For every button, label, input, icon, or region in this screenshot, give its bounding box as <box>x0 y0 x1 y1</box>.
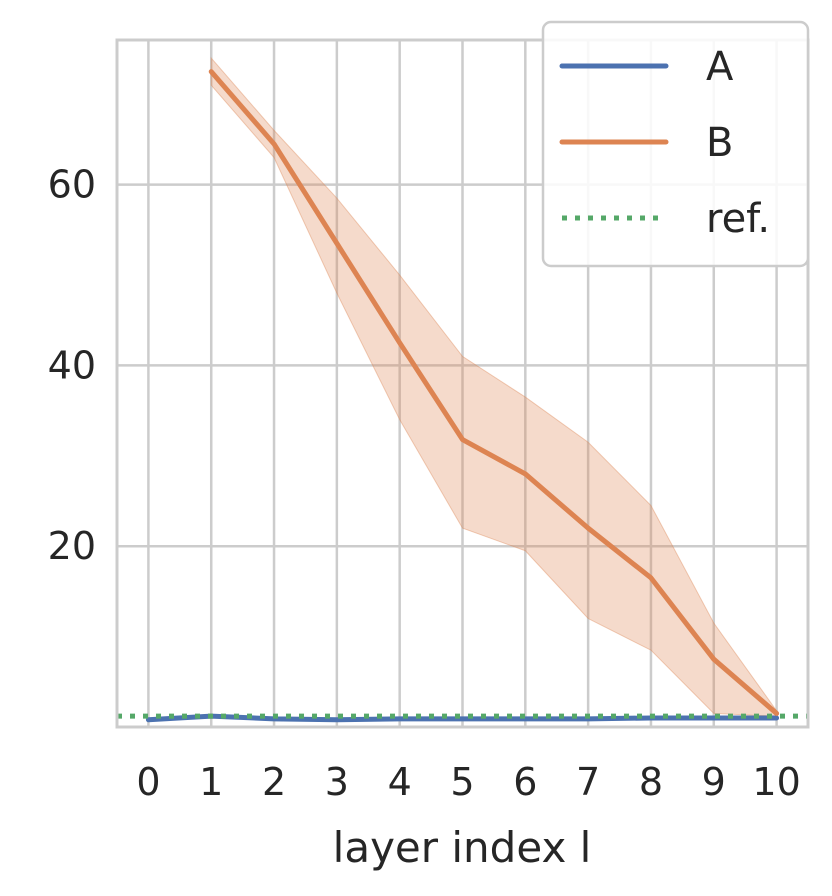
legend-label: ref. <box>706 196 770 242</box>
x-tick-label: 3 <box>325 760 349 804</box>
x-tick-labels: 0 1 2 3 4 5 6 7 8 9 10 <box>136 760 800 804</box>
x-tick-label: 9 <box>702 760 726 804</box>
x-tick-label: 0 <box>136 760 160 804</box>
plot-frame <box>115 38 810 729</box>
y-tick-label: 40 <box>48 343 96 387</box>
x-tick-label: 4 <box>388 760 412 804</box>
series-line-b <box>208 69 780 716</box>
legend-label: B <box>706 120 733 166</box>
x-tick-label: 10 <box>752 760 800 804</box>
y-tick-labels: 20 40 60 <box>48 163 96 569</box>
y-tick-label: 60 <box>48 163 96 207</box>
x-tick-label: 5 <box>450 760 474 804</box>
x-axis-label: layer index l <box>333 823 592 872</box>
legend-label: A <box>706 44 734 90</box>
series-line-a <box>145 713 780 723</box>
x-tick-label: 7 <box>576 760 600 804</box>
legend-box <box>541 20 810 268</box>
y-tick-label: 20 <box>48 524 96 568</box>
x-tick-label: 6 <box>513 760 537 804</box>
series-lines <box>117 69 808 723</box>
x-tick-label: 2 <box>262 760 286 804</box>
x-tick-label: 8 <box>639 760 663 804</box>
x-tick-label: 1 <box>199 760 223 804</box>
